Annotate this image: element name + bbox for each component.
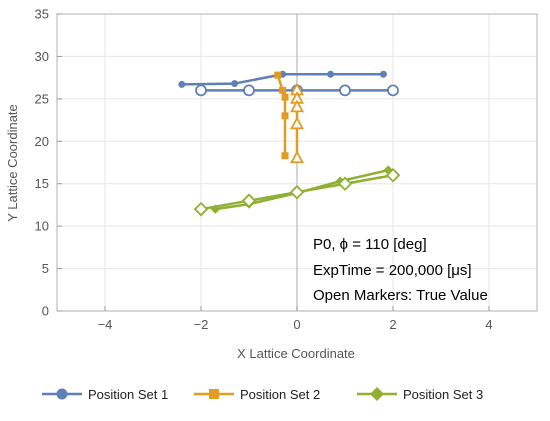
legend: Position Set 1 Position Set 2 Position Set…: [42, 387, 483, 402]
series-1-true-point: [243, 84, 255, 97]
legend-swatch-marker: [56, 388, 68, 400]
series-2-true-point: [289, 150, 305, 164]
legend-label: Position Set 2: [240, 387, 320, 402]
y-tick-label: 35: [35, 7, 49, 22]
series-3-measured-line: [215, 168, 389, 211]
y-tick-label: 20: [35, 134, 49, 149]
y-tick-label: 0: [42, 304, 49, 319]
series-3-true-point: [385, 167, 401, 183]
series-1-measured-point: [327, 70, 335, 78]
series-1: [178, 70, 399, 97]
series-3-true-point: [289, 184, 305, 200]
legend-swatch-marker: [370, 387, 384, 401]
series-1-measured-point: [178, 80, 186, 88]
series-2-measured-point: [281, 112, 289, 120]
legend-label: Position Set 1: [88, 387, 168, 402]
annotation-block: P0, ϕ = 110 [deg] ExpTime = 200,000 [μs]…: [313, 236, 488, 304]
x-tick-label: −2: [194, 317, 209, 332]
legend-swatch-marker: [209, 389, 219, 399]
series-2-measured-point: [281, 93, 289, 101]
annotation-line-2: ExpTime = 200,000 [μs]: [313, 262, 472, 279]
series-1-measured-point: [379, 70, 387, 78]
annotation-line-1: P0, ϕ = 110 [deg]: [313, 236, 427, 253]
series-1-true-point: [339, 84, 351, 97]
y-tick-label: 10: [35, 219, 49, 234]
y-axis-title: Y Lattice Coordinate: [5, 104, 20, 222]
legend-item-1: Position Set 1: [42, 387, 168, 402]
series-2-true-point: [289, 116, 305, 130]
x-tick-label: −4: [98, 317, 113, 332]
legend-label: Position Set 3: [403, 387, 483, 402]
y-tick-label: 5: [42, 261, 49, 276]
y-tick-label: 25: [35, 91, 49, 106]
series-2-measured-point: [281, 152, 289, 160]
axes: −4 −2 0 2 4 0 5 10 15 20 25 30 35: [35, 7, 538, 332]
x-tick-label: 2: [389, 317, 396, 332]
series-2-measured-point: [279, 86, 287, 94]
x-tick-label: 0: [293, 317, 300, 332]
x-axis-title: X Lattice Coordinate: [237, 346, 355, 361]
series-3-measured-point: [210, 204, 221, 214]
series-3-true-point: [337, 176, 353, 191]
y-tick-label: 15: [35, 176, 49, 191]
series-2-true-point: [289, 99, 305, 113]
series-3-true-point: [241, 193, 257, 208]
series-1-true-point: [387, 84, 399, 97]
y-tick-label: 30: [35, 49, 49, 64]
series-3: [193, 165, 401, 217]
series-1-measured-point: [231, 80, 239, 88]
x-tick-label: 4: [485, 317, 492, 332]
series-1-true-point: [195, 84, 207, 97]
series-2: [274, 71, 305, 164]
series-2-measured-point: [274, 71, 282, 79]
series-area: [178, 70, 401, 217]
legend-item-3: Position Set 3: [357, 387, 483, 402]
annotation-line-3: Open Markers: True Value: [313, 287, 488, 304]
series-3-true-point: [193, 201, 209, 217]
legend-item-2: Position Set 2: [194, 387, 320, 402]
